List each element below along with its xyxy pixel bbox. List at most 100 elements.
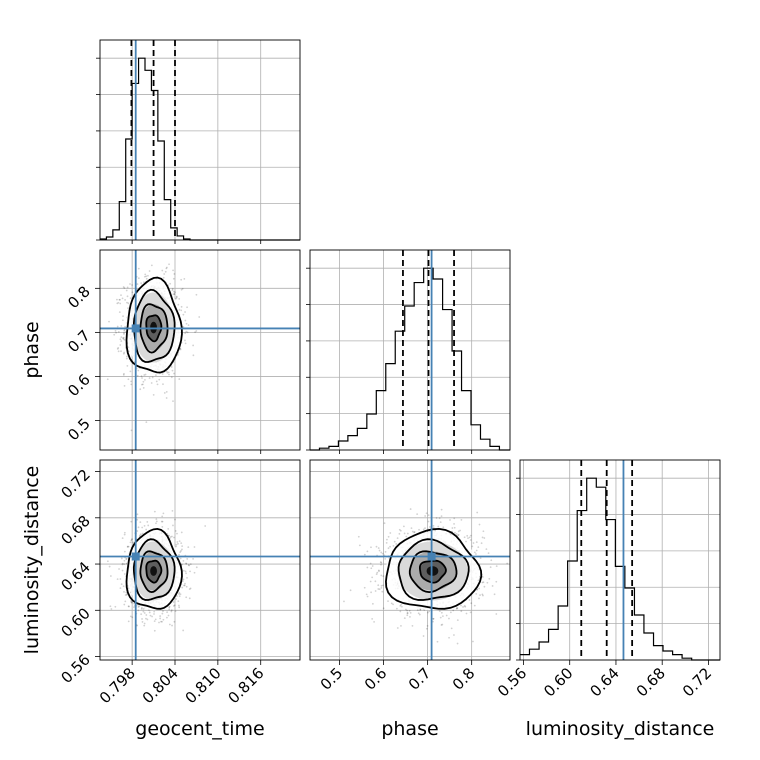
sample-point [180, 531, 183, 534]
sample-point [425, 512, 428, 515]
sample-point [176, 243, 178, 245]
sample-point [143, 524, 146, 527]
sample-point [154, 374, 157, 377]
sample-point [172, 277, 175, 280]
sample-point [116, 302, 119, 305]
sample-point [475, 549, 478, 552]
sample-point [491, 585, 494, 587]
sample-point [168, 623, 171, 626]
sample-point [143, 275, 146, 278]
sample-point [471, 545, 474, 548]
sample-point [155, 380, 158, 383]
sample-point [123, 531, 126, 534]
sample-point [173, 273, 176, 275]
sample-point [168, 608, 171, 611]
sample-point [153, 510, 156, 513]
sample-point [122, 585, 125, 588]
sample-point [183, 584, 185, 587]
sample-point [122, 338, 125, 340]
sample-point [186, 558, 189, 560]
sample-point [448, 617, 450, 620]
sample-point [131, 538, 133, 540]
sample-point [375, 545, 378, 548]
sample-point [178, 591, 181, 594]
sample-point [377, 584, 380, 587]
sample-point [114, 605, 117, 608]
sample-point [173, 604, 176, 607]
sample-point [124, 600, 127, 603]
sample-point [411, 624, 414, 627]
sample-point [460, 604, 462, 607]
sample-point [125, 357, 128, 360]
sample-point [378, 570, 380, 573]
sample-point [481, 576, 484, 578]
histogram-step [520, 477, 720, 661]
sample-point [476, 589, 478, 591]
sample-point [126, 545, 129, 548]
sample-point [434, 529, 437, 532]
sample-point [449, 611, 452, 614]
sample-point [204, 525, 207, 527]
sample-point [143, 624, 146, 627]
sample-point [406, 532, 409, 535]
sample-point [194, 331, 197, 334]
sample-point [186, 306, 188, 309]
sample-point [143, 622, 146, 625]
sample-point [370, 591, 372, 594]
sample-point [479, 557, 482, 559]
sample-point [177, 542, 179, 545]
sample-point [379, 561, 382, 563]
sample-point [416, 609, 419, 612]
panel-frame [99, 39, 301, 241]
sample-point [506, 562, 509, 565]
truth-marker [427, 552, 436, 561]
sample-point [184, 570, 187, 573]
sample-point [472, 542, 475, 544]
sample-point [109, 605, 112, 608]
sample-point [116, 325, 119, 328]
sample-point [429, 526, 431, 528]
sample-point [383, 522, 386, 525]
sample-point [185, 322, 188, 325]
sample-point [121, 562, 124, 565]
sample-point [148, 377, 151, 379]
sample-point [108, 320, 110, 323]
sample-point [144, 373, 147, 376]
sample-point [488, 577, 491, 580]
sample-point [123, 333, 125, 335]
x-tick-label: 0.798 [96, 664, 139, 707]
sample-point [170, 610, 173, 613]
hist-panel-phase [306, 249, 511, 451]
sample-point [182, 559, 185, 562]
sample-point [439, 616, 442, 619]
sample-point [422, 635, 425, 637]
sample-point [139, 534, 141, 537]
sample-point [463, 536, 466, 539]
sample-point [419, 609, 422, 611]
x-axis-label-luminosity_distance: luminosity_distance [526, 718, 715, 740]
sample-point [126, 286, 129, 289]
density-panel-geocent_time-phase [95, 243, 301, 451]
y-tick-label: 0.60 [57, 604, 93, 640]
sample-point [178, 297, 181, 300]
sample-point [125, 591, 128, 594]
sample-point [487, 552, 490, 555]
sample-point [95, 315, 97, 317]
sample-point [374, 590, 377, 592]
sample-point [126, 295, 129, 298]
y-tick-label: 0.72 [57, 466, 93, 502]
sample-point [171, 287, 174, 290]
sample-point [139, 388, 142, 391]
sample-point [188, 564, 191, 567]
contour-line [408, 550, 458, 594]
sample-point [439, 521, 442, 524]
sample-point [398, 532, 401, 535]
sample-point [483, 537, 486, 539]
sample-point [166, 611, 169, 614]
sample-point [119, 338, 122, 341]
sample-point [130, 380, 133, 383]
x-tick-label: 0.804 [139, 664, 182, 707]
sample-point [137, 609, 140, 612]
sample-point [392, 545, 395, 547]
sample-point [417, 612, 420, 615]
